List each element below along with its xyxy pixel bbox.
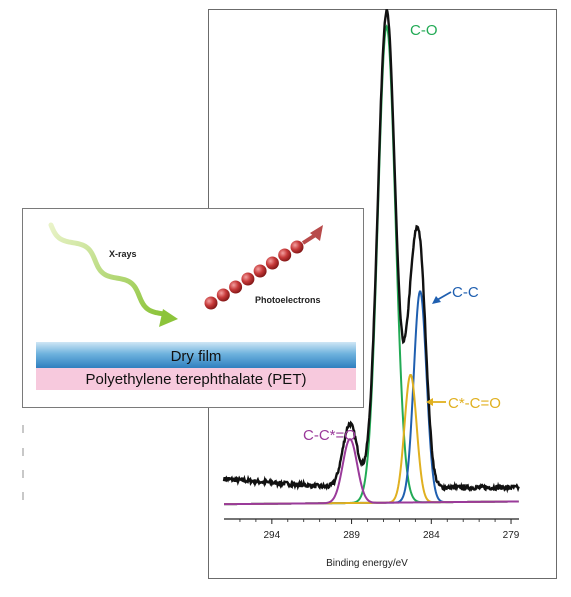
photoelectron-ball [278,248,292,262]
x-tick-label: 284 [423,530,440,541]
c-star-c-o-arrow [426,398,446,406]
c-c-arrow [432,291,452,304]
photoelectron-ball [216,288,230,302]
photoelectron-ball [204,296,218,310]
x-axis-ticks: 294 289 284 279 [239,519,520,541]
margin-mark [22,492,24,500]
photoelectrons-label: Photoelectrons [255,295,321,305]
margin-mark [22,470,24,478]
photoelectron-ball [253,264,267,278]
photoelectron-ball [241,272,255,286]
photoelectron-arrowhead [310,225,323,241]
x-tick-label: 289 [343,530,360,541]
xps-schematic-inset: X-rays Photoelectrons Dry film Polyethyl… [22,208,364,408]
photoelectron-ball [290,240,304,254]
peak-label-c-c-star-o: C-C*=O [303,427,356,444]
x-ray-arrowhead [159,309,178,327]
margin-mark [22,448,24,456]
x-ray-wave [48,222,167,317]
pet-substrate-label: Polyethylene terephthalate (PET) [86,371,307,388]
margin-mark [22,425,24,433]
photoelectron-path [204,232,319,310]
peak-label-c-c: C-C [452,284,479,301]
photoelectron-ball [229,280,243,294]
envelope-curve [222,8,520,494]
dry-film-label: Dry film [171,348,222,365]
x-rays-label: X-rays [109,249,137,259]
dry-film-layer [36,342,356,368]
component-curve-3 [224,438,519,506]
x-tick-label: 294 [263,530,280,541]
x-axis-title: Binding energy/eV [326,558,408,569]
photoelectron-ball [265,256,279,270]
spectrum-curves [222,8,520,506]
pet-substrate-layer [36,368,356,390]
x-tick-label: 279 [503,530,520,541]
peak-label-c-star-c-o: C*-C=O [448,395,501,412]
peak-label-c-o: C-O [410,22,438,39]
